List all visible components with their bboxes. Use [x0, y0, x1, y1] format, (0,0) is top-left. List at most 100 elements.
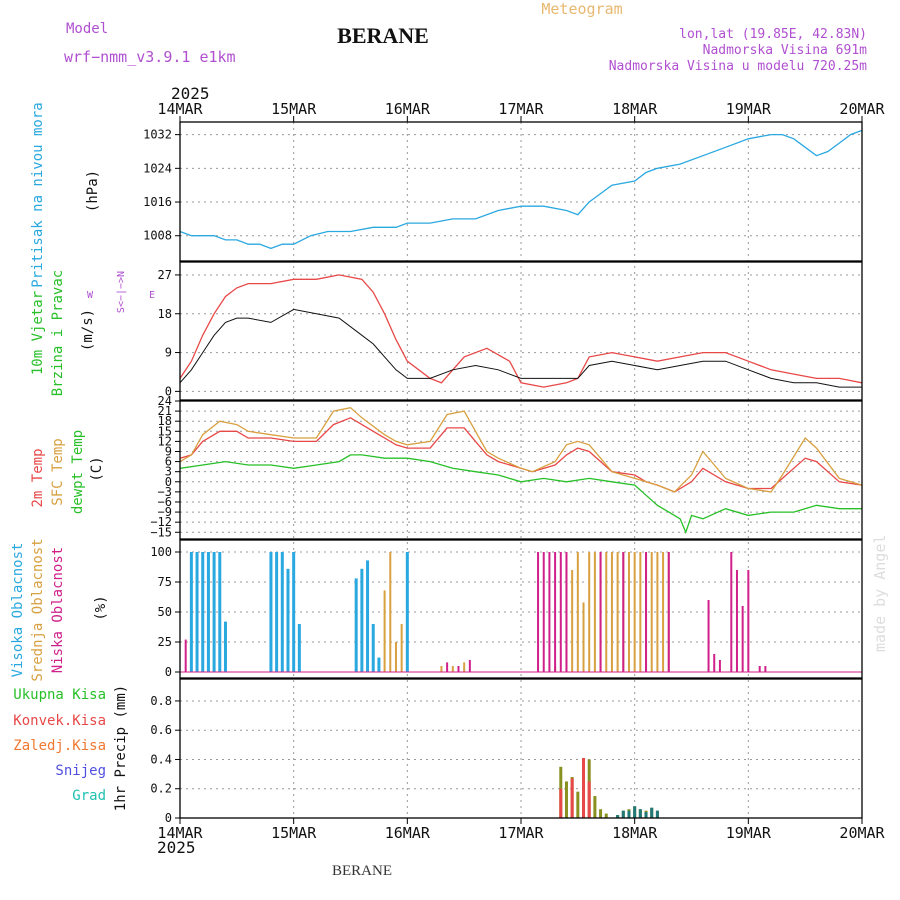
- cloud-panel-bar: [360, 568, 364, 672]
- cloud-panel-bar: [571, 570, 574, 672]
- wind-panel-line: [179, 274, 863, 388]
- cloud-panel-bar: [383, 590, 386, 672]
- watermark: made by Angel: [871, 535, 889, 652]
- precip-legend-total: Ukupna Kisa: [13, 687, 106, 703]
- cloud-panel-bar: [275, 552, 279, 672]
- precip-panel-bar: [638, 809, 642, 818]
- temp-2m-label: 2m Temp: [30, 448, 46, 507]
- cloud-panel-frame: [179, 539, 863, 679]
- wind-panel-ytick-label: 27: [158, 268, 172, 282]
- bottom-date-label: 18MAR: [612, 824, 658, 842]
- precip-panel-bar: [621, 810, 625, 818]
- chart-plot-area: 1008101610241032091827−15−12−9−6−3036912…: [143, 100, 885, 842]
- cloud-panel-bar: [593, 552, 596, 672]
- cloud-panel-bar: [446, 662, 449, 672]
- bottom-date-label: 15MAR: [271, 824, 317, 842]
- cloud-panel-ytick-label: 25: [158, 635, 172, 649]
- temp-sfc-label: SFC Temp: [50, 438, 66, 505]
- cloud-panel-bar: [559, 552, 562, 672]
- cloud-panel-bar: [645, 552, 648, 672]
- precip-panel-ytick-label: 0.4: [150, 752, 172, 766]
- model-label: Model: [66, 21, 108, 37]
- cloud-panel-bar: [269, 552, 273, 672]
- cloud-panel-bar: [610, 552, 613, 672]
- cloud-panel-bar: [588, 552, 591, 672]
- precip-panel-bar: [593, 796, 597, 818]
- pressure-unit-label: (hPa): [85, 170, 101, 212]
- cloud-panel-ytick-label: 100: [150, 545, 172, 559]
- cloud-panel-bar: [650, 552, 653, 672]
- cloud-unit-label: (%): [93, 595, 109, 620]
- precip-panel-bar: [564, 781, 568, 818]
- top-date-label: 18MAR: [612, 100, 658, 118]
- temperature-panel-ytick-label: 24: [158, 394, 172, 408]
- temperature-panel-ytick-label: 12: [158, 434, 172, 448]
- temperature-panel-ytick-label: −12: [150, 515, 172, 529]
- wind-label-line1: 10m Vjetar: [30, 291, 46, 375]
- footer-station-label: BERANE: [332, 863, 392, 879]
- cloud-panel-bar: [735, 570, 738, 672]
- cloud-panel-bar: [377, 657, 381, 672]
- precip-panel-ytick-label: 0.8: [150, 694, 172, 708]
- cloud-panel-bar: [565, 552, 568, 672]
- pressure-panel-ytick-label: 1008: [143, 229, 172, 243]
- temperature-panel-ytick-label: −9: [158, 505, 172, 519]
- pressure-panel-line: [179, 129, 863, 250]
- temperature-panel-ytick-label: −15: [150, 525, 172, 539]
- top-date-label: 16MAR: [385, 100, 431, 118]
- bottom-year-label: 2025: [157, 838, 196, 857]
- cloud-panel-bar: [218, 552, 222, 672]
- wind-panel-ytick-label: 18: [158, 307, 172, 321]
- elevation-text: Nadmorska Visina 691m: [703, 43, 868, 58]
- svg-text:W: W: [87, 290, 94, 301]
- cloud-panel-bar: [457, 666, 460, 672]
- cloud-panel-ytick-label: 50: [158, 605, 172, 619]
- bottom-date-label: 19MAR: [726, 824, 772, 842]
- precip-panel-bar: [627, 810, 631, 818]
- cloud-panel-bar: [713, 654, 716, 672]
- temperature-panel-ytick-label: 21: [158, 404, 172, 418]
- pressure-panel-labels: Pritisak na nivou mora (hPa): [30, 102, 101, 287]
- cloud-panel-bar: [206, 552, 210, 672]
- temperature-panel-ytick-label: 6: [165, 455, 172, 469]
- top-date-label: 14MAR: [157, 100, 203, 118]
- cloud-panel-bar: [440, 666, 443, 672]
- cloud-panel-bar: [741, 606, 744, 672]
- cloud-panel-bar: [707, 600, 710, 672]
- cloud-panel-bar: [286, 568, 290, 672]
- pressure-panel-ytick-label: 1032: [143, 128, 172, 142]
- cloud-panel-bar: [537, 552, 540, 672]
- top-date-label: 15MAR: [271, 100, 317, 118]
- temperature-panel-line: [179, 454, 862, 535]
- bottom-date-label: 17MAR: [498, 824, 544, 842]
- precip-panel-bar: [633, 806, 637, 818]
- temperature-panel-ytick-label: 0: [165, 475, 172, 489]
- cloud-panel-bar: [548, 552, 551, 672]
- cloud-panel-ytick-label: 0: [165, 665, 172, 679]
- precip-panel-bar: [650, 807, 654, 818]
- cloud-panel-bar: [582, 602, 585, 672]
- pressure-label: Pritisak na nivou mora: [30, 102, 46, 287]
- cloud-panel-bar: [633, 552, 636, 672]
- wind-panel-frame: [179, 261, 863, 401]
- cloud-panel-bar: [195, 552, 199, 672]
- cloud-panel-bar: [354, 578, 358, 672]
- cloud-panel-bar: [223, 621, 227, 672]
- temperature-panel-ytick-label: 3: [165, 465, 172, 479]
- wind-panel-ytick-label: 9: [165, 346, 172, 360]
- model-name: wrf−nmm_v3.9.1 e1km: [64, 48, 236, 66]
- svg-text:E: E: [149, 290, 155, 301]
- top-date-label: 19MAR: [726, 100, 772, 118]
- cloud-panel-bar: [730, 552, 733, 672]
- cloud-panel-bar: [554, 552, 557, 672]
- precip-panel-bar: [570, 778, 574, 818]
- cloud-panel-bar: [542, 552, 545, 672]
- precip-unit-label: 1hr Precip (mm): [113, 685, 129, 811]
- cloud-panel-bar: [366, 560, 370, 672]
- cloud-panel-bar: [371, 624, 375, 672]
- bottom-date-label: 16MAR: [385, 824, 431, 842]
- precip-legend-snow: Snijeg: [55, 763, 106, 779]
- cloud-panel-bar: [394, 642, 397, 672]
